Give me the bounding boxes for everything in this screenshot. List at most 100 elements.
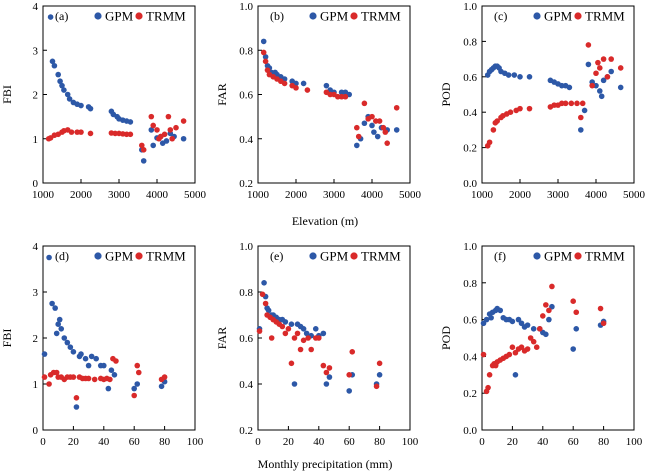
point-trmm bbox=[369, 113, 375, 120]
point-trmm bbox=[527, 335, 534, 341]
legend-marker-gpm bbox=[309, 12, 317, 20]
point-gpm bbox=[320, 330, 327, 337]
point-gpm bbox=[374, 133, 381, 140]
point-trmm bbox=[562, 100, 569, 107]
point-gpm bbox=[518, 320, 525, 327]
shared-xlabel-bottom: Monthly precipitation (mm) bbox=[258, 457, 393, 471]
x-tick-label: 1000 bbox=[471, 189, 494, 201]
x-tick-label: 5000 bbox=[184, 189, 207, 201]
y-axis-title: FAR bbox=[215, 327, 229, 349]
legend-marker-trmm bbox=[350, 252, 358, 260]
x-tick-label: 100 bbox=[626, 436, 643, 448]
point-gpm bbox=[57, 78, 63, 85]
point-trmm bbox=[589, 82, 595, 89]
point-gpm bbox=[46, 254, 52, 261]
point-gpm bbox=[617, 84, 624, 91]
y-tick-label: 0 bbox=[33, 425, 39, 437]
point-trmm bbox=[355, 133, 362, 140]
point-gpm bbox=[87, 105, 94, 112]
y-tick-label: 0.2 bbox=[463, 143, 477, 155]
y-tick-label: 1.0 bbox=[463, 1, 477, 13]
y-tick-label: 0.8 bbox=[239, 287, 253, 299]
x-tick-label: 20 bbox=[283, 436, 295, 448]
y-tick-label: 0.0 bbox=[463, 425, 477, 437]
point-gpm bbox=[78, 351, 84, 357]
point-gpm bbox=[105, 385, 112, 392]
x-tick-label: 60 bbox=[129, 436, 141, 448]
point-gpm bbox=[291, 381, 298, 387]
point-trmm bbox=[135, 369, 142, 376]
x-tick-label: 3000 bbox=[108, 189, 131, 201]
point-gpm bbox=[511, 72, 518, 78]
point-trmm bbox=[140, 147, 147, 153]
x-tick-label: 5000 bbox=[399, 189, 422, 201]
point-trmm bbox=[46, 381, 52, 387]
point-gpm bbox=[300, 326, 307, 332]
panel-1: 1000 2000 3000 4000 5000 0 1 2 3 4 FBI (a) GPM TRMM bbox=[0, 1, 207, 201]
point-gpm bbox=[49, 58, 56, 65]
point-trmm bbox=[595, 59, 601, 66]
point-gpm bbox=[134, 381, 141, 387]
point-gpm bbox=[82, 355, 89, 362]
point-gpm bbox=[53, 330, 60, 337]
point-trmm bbox=[585, 42, 592, 48]
point-gpm bbox=[163, 138, 170, 144]
y-tick-label: 0.2 bbox=[463, 388, 477, 400]
point-trmm bbox=[530, 338, 537, 345]
point-trmm bbox=[617, 65, 624, 71]
point-trmm bbox=[53, 369, 60, 376]
point-trmm bbox=[349, 349, 356, 355]
point-gpm bbox=[140, 158, 147, 164]
point-trmm bbox=[154, 127, 160, 133]
point-trmm bbox=[131, 392, 137, 399]
point-trmm bbox=[593, 70, 599, 77]
point-gpm bbox=[148, 127, 155, 133]
point-trmm bbox=[294, 330, 301, 337]
point-gpm bbox=[78, 102, 84, 109]
legend-label-gpm: GPM bbox=[320, 249, 349, 264]
point-trmm bbox=[73, 395, 80, 401]
point-trmm bbox=[526, 105, 533, 112]
point-trmm bbox=[268, 335, 275, 341]
x-tick-label: 100 bbox=[187, 436, 204, 448]
y-tick-label: 3 bbox=[33, 287, 39, 299]
point-gpm bbox=[56, 316, 63, 323]
point-gpm bbox=[526, 74, 533, 80]
legend-label-trmm: TRMM bbox=[361, 9, 401, 24]
legend-marker-trmm bbox=[574, 12, 582, 20]
x-tick-label: 80 bbox=[374, 436, 386, 448]
legend-label-trmm: TRMM bbox=[361, 249, 401, 264]
y-tick-label: 0.4 bbox=[239, 379, 253, 391]
legend-label-gpm: GPM bbox=[544, 249, 573, 264]
point-gpm bbox=[585, 61, 592, 68]
panel-3: 1000 2000 3000 4000 5000 0.0 0.2 0.4 0.6 0.8 1.0 PO… bbox=[439, 1, 646, 201]
point-gpm bbox=[326, 374, 333, 380]
x-tick-label: 4000 bbox=[585, 189, 608, 201]
point-trmm bbox=[380, 124, 387, 131]
panel-2: 1000 2000 3000 4000 5000 0.2 0.4 0.6 0.8 1.0 FAR (b… bbox=[215, 1, 422, 201]
point-trmm bbox=[41, 374, 48, 380]
point-gpm bbox=[530, 326, 537, 332]
point-trmm bbox=[524, 346, 531, 352]
point-trmm bbox=[346, 372, 353, 378]
point-gpm bbox=[108, 367, 115, 374]
point-trmm bbox=[305, 335, 311, 341]
x-tick-label: 40 bbox=[98, 436, 110, 448]
point-trmm bbox=[300, 337, 307, 344]
panel-label: (b) bbox=[270, 9, 284, 23]
point-trmm bbox=[597, 65, 603, 71]
point-gpm bbox=[61, 335, 68, 341]
legend-marker-gpm bbox=[533, 12, 541, 20]
x-tick-label: 40 bbox=[537, 436, 549, 448]
point-trmm bbox=[549, 283, 555, 290]
point-trmm bbox=[180, 118, 187, 124]
point-gpm bbox=[566, 84, 573, 91]
point-gpm bbox=[73, 404, 80, 410]
point-trmm bbox=[256, 328, 263, 334]
y-tick-label: 0.6 bbox=[463, 315, 477, 327]
y-tick-label: 0.0 bbox=[463, 178, 477, 190]
point-trmm bbox=[376, 118, 383, 124]
y-tick-label: 1.0 bbox=[463, 241, 477, 253]
point-trmm bbox=[536, 326, 543, 332]
